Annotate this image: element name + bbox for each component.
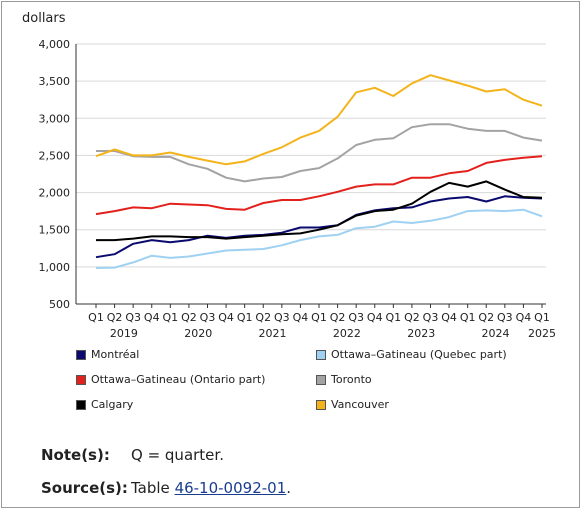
- legend-item: Ottawa–Gatineau (Ontario part): [76, 373, 265, 387]
- x-year-label: 2019: [110, 327, 138, 340]
- legend-swatch: [76, 375, 86, 385]
- x-tick-label: Q2: [330, 311, 346, 324]
- y-tick-label: 3,500: [39, 75, 71, 88]
- x-tick-label: Q3: [200, 311, 216, 324]
- x-tick-label: Q1: [534, 311, 550, 324]
- legend-label: Ottawa–Gatineau (Ontario part): [91, 373, 266, 386]
- grid: [76, 43, 546, 268]
- legend-label: Vancouver: [331, 398, 389, 411]
- note-text: Q = quarter.: [131, 445, 224, 464]
- source-label: Source(s):: [41, 478, 128, 497]
- legend-label: Toronto: [331, 373, 372, 386]
- legend-swatch: [316, 375, 326, 385]
- y-tick-label: 2,500: [39, 149, 71, 162]
- x-tick-label: Q2: [255, 311, 271, 324]
- x-year-label: 2023: [407, 327, 435, 340]
- x-tick-label: Q4: [293, 311, 309, 324]
- x-tick-label: Q1: [162, 311, 178, 324]
- x-tick-label: Q1: [237, 311, 253, 324]
- x-tick-label: Q3: [497, 311, 513, 324]
- x-tick-label: Q4: [218, 311, 234, 324]
- series-line: [95, 155, 543, 216]
- x-tick-label: Q2: [107, 311, 123, 324]
- x-tick-label: Q3: [423, 311, 439, 324]
- source-table-link[interactable]: 46-10-0092-01: [174, 478, 287, 497]
- legend-label: Calgary: [91, 398, 134, 411]
- legend-swatch: [76, 400, 86, 410]
- line-chart: dollars 500 1,000 1,500 2,000 2,500 3,000 3,50…: [22, 11, 557, 340]
- axes: 500 1,000 1,500 2,000 2,500 3,000 3,500 4,000 Q1…: [39, 38, 557, 340]
- legend-item: Vancouver: [316, 398, 389, 412]
- note-row: Note(s): Q = quarter.: [41, 438, 291, 471]
- x-tick-label: Q3: [348, 311, 364, 324]
- source-text: Table 46-10-0092-01.: [131, 479, 291, 497]
- y-tick-label: 1,500: [39, 224, 71, 237]
- x-tick-label: Q4: [367, 311, 383, 324]
- x-tick-label: Q3: [125, 311, 141, 324]
- source-prefix: Table: [131, 478, 175, 497]
- source-row: Source(s): Table 46-10-0092-01.: [41, 471, 291, 504]
- legend-label: Ottawa–Gatineau (Quebec part): [331, 348, 507, 361]
- y-tick-label: 1,000: [39, 261, 71, 274]
- legend-item: Montréal: [76, 348, 139, 362]
- legend-swatch: [316, 350, 326, 360]
- y-tick-label: 2,000: [39, 187, 71, 200]
- note-label: Note(s):: [41, 445, 110, 464]
- legend-item: Calgary: [76, 398, 133, 412]
- x-year-label: 2022: [333, 327, 361, 340]
- x-tick-label: Q1: [460, 311, 476, 324]
- x-year-label: 2021: [259, 327, 287, 340]
- legend-label: Montréal: [91, 348, 140, 361]
- x-year-label: 2024: [482, 327, 510, 340]
- x-tick-label: Q4: [441, 311, 457, 324]
- legend-swatch: [316, 400, 326, 410]
- x-tick-label: Q2: [478, 311, 494, 324]
- y-tick-label: 500: [49, 298, 70, 311]
- legend-item: Ottawa–Gatineau (Quebec part): [316, 348, 507, 362]
- x-tick-label: Q1: [311, 311, 327, 324]
- x-tick-label: Q1: [385, 311, 401, 324]
- x-tick-label: Q2: [404, 311, 420, 324]
- x-year-label: 2020: [184, 327, 212, 340]
- x-tick-label: Q4: [144, 311, 160, 324]
- x-tick-label: Q4: [516, 311, 532, 324]
- legend-swatch: [76, 350, 86, 360]
- x-year-label: 2025: [528, 327, 556, 340]
- series-line: [96, 180, 543, 242]
- y-tick-label: 4,000: [39, 38, 71, 51]
- x-tick-label: Q3: [274, 311, 290, 324]
- legend-item: Toronto: [316, 373, 372, 387]
- series-line: [95, 195, 543, 259]
- x-tick-label: Q2: [181, 311, 197, 324]
- series-line: [96, 123, 543, 183]
- source-suffix: .: [286, 478, 292, 497]
- series-lines: [95, 74, 543, 269]
- y-tick-label: 3,000: [39, 112, 71, 125]
- y-axis-label: dollars: [22, 11, 66, 26]
- series-line: [95, 74, 543, 166]
- notes-section: Note(s): Q = quarter. Source(s): Table 4…: [41, 438, 291, 504]
- series-line: [95, 208, 543, 269]
- x-tick-label: Q1: [88, 311, 104, 324]
